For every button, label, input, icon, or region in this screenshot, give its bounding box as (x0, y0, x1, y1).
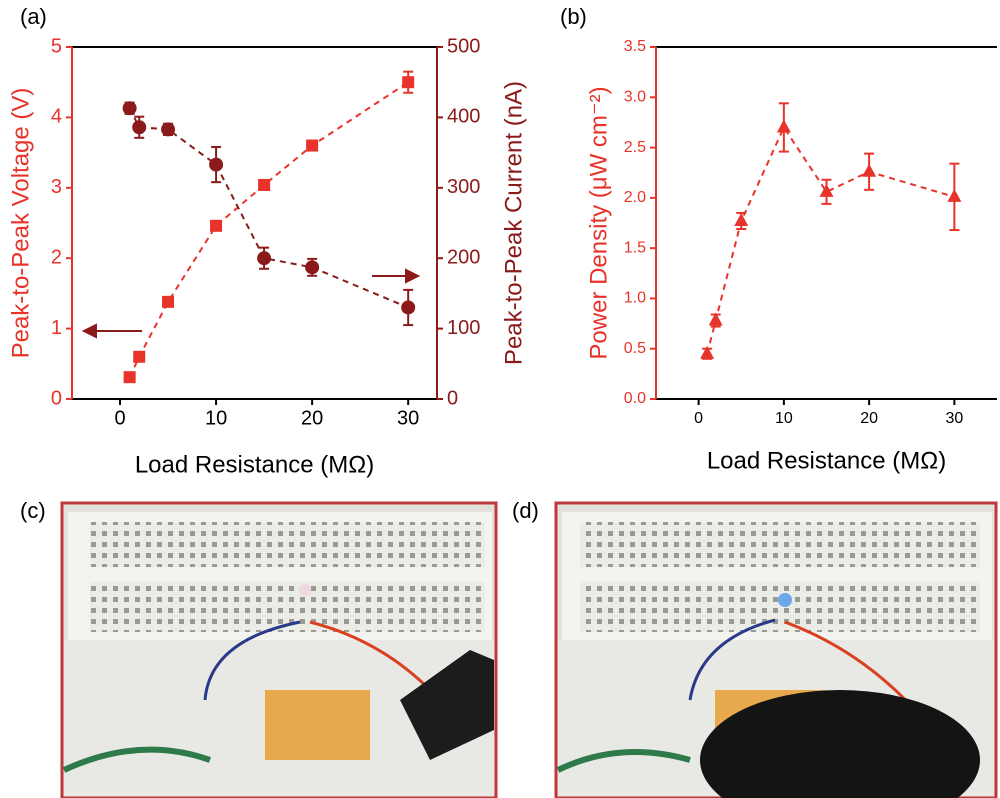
y-tick-label: 3 (51, 176, 62, 198)
y-tick-label: 5 (51, 35, 62, 57)
marker (122, 101, 137, 116)
y-tick-label: 2 (51, 246, 62, 268)
y2-tick-label: 0 (447, 387, 458, 409)
y-tick-label: 1.0 (624, 290, 646, 307)
y2-tick-label: 100 (447, 317, 480, 339)
marker (133, 350, 146, 363)
panel-label: (a) (20, 4, 47, 29)
x-tick-label: 0 (114, 407, 125, 429)
photo-d (554, 501, 998, 798)
marker (401, 300, 416, 315)
panel-label: (b) (560, 4, 587, 29)
marker (132, 120, 147, 135)
marker (862, 163, 877, 177)
marker (700, 345, 715, 359)
y-tick-label: 4 (51, 106, 62, 128)
x-tick-label: 10 (205, 407, 227, 429)
y-tick-label: 0 (51, 387, 62, 409)
y-tick-label: 2.5 (624, 139, 646, 156)
y-axis-label: Power Density (μW cm⁻²) (585, 86, 612, 359)
marker (708, 312, 723, 326)
x-tick-label: 0 (694, 410, 703, 427)
panel-label: (c) (20, 498, 46, 523)
marker (257, 251, 272, 266)
x-axis-label: Load Resistance (MΩ) (707, 447, 946, 474)
marker (819, 183, 834, 197)
y-axis-label: Peak-to-Peak Voltage (V) (7, 88, 34, 359)
arrow-right (372, 268, 421, 284)
x-tick-label: 30 (397, 407, 419, 429)
marker (161, 122, 176, 137)
y-tick-label: 1 (51, 317, 62, 339)
y2-tick-label: 200 (447, 246, 480, 268)
marker (258, 178, 271, 191)
marker (947, 188, 962, 202)
marker (776, 119, 791, 133)
y-tick-label: 2.0 (624, 189, 646, 206)
photo-c (60, 501, 498, 798)
marker (162, 295, 175, 308)
y-tick-label: 3.0 (624, 89, 646, 106)
marker (210, 219, 223, 232)
x-tick-label: 20 (301, 407, 323, 429)
y2-tick-label: 500 (447, 35, 480, 57)
x-tick-label: 10 (775, 410, 793, 427)
marker (734, 212, 749, 226)
marker (402, 76, 415, 89)
data-line (128, 107, 409, 309)
marker (209, 157, 224, 172)
arrow-left (81, 323, 142, 339)
x-axis-label: Load Resistance (MΩ) (135, 451, 374, 478)
y-tick-label: 0.5 (624, 340, 646, 357)
panel-label: (d) (512, 498, 539, 523)
y2-axis-label: Peak-to-Peak Current (nA) (500, 81, 527, 365)
x-tick-label: 30 (945, 410, 963, 427)
data-line (706, 125, 955, 354)
y2-tick-label: 400 (447, 106, 480, 128)
marker (123, 371, 136, 384)
marker (305, 260, 320, 275)
y2-tick-label: 300 (447, 176, 480, 198)
y-tick-label: 1.5 (624, 239, 646, 256)
y-tick-label: 0.0 (624, 390, 646, 407)
y-tick-label: 3.5 (624, 38, 646, 55)
x-tick-label: 20 (860, 410, 878, 427)
marker (306, 139, 319, 152)
